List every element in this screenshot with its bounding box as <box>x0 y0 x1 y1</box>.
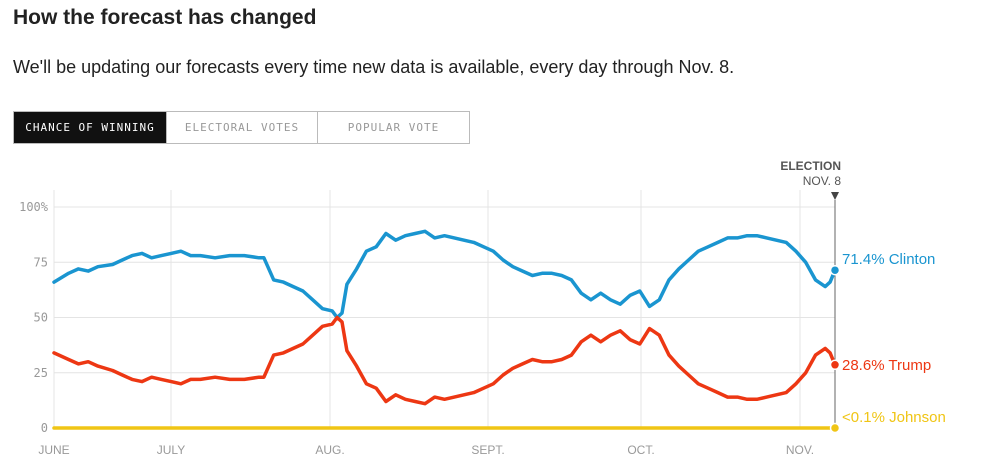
y-tick-label: 25 <box>34 366 48 380</box>
x-tick-label: JUNE <box>38 443 69 457</box>
johnson-end-dot <box>829 422 841 434</box>
tab-electoral-votes[interactable]: ELECTORAL VOTES <box>166 112 317 143</box>
election-marker-arrow <box>831 192 839 200</box>
clinton-end-dot <box>829 264 841 276</box>
chart-tabs: CHANCE OF WINNING ELECTORAL VOTES POPULA… <box>13 111 470 144</box>
election-label: ELECTION <box>780 159 841 173</box>
johnson-end-label: <0.1% Johnson <box>842 409 946 426</box>
tab-popular-vote[interactable]: POPULAR VOTE <box>317 112 469 143</box>
page-title: How the forecast has changed <box>13 6 317 29</box>
y-tick-label: 75 <box>34 255 48 269</box>
x-tick-label: SEPT. <box>471 443 504 457</box>
clinton-series-line <box>52 229 837 320</box>
trump-end-label: 28.6% Trump <box>842 357 931 374</box>
page-subtitle: We'll be updating our forecasts every ti… <box>13 57 735 77</box>
election-date-label: NOV. 8 <box>803 174 842 188</box>
tab-chance-of-winning[interactable]: CHANCE OF WINNING <box>14 112 166 143</box>
trump-end-dot <box>829 359 841 371</box>
x-tick-label: OCT. <box>627 443 654 457</box>
y-tick-label: 100% <box>19 200 49 214</box>
y-tick-label: 0 <box>41 421 48 435</box>
x-tick-label: AUG. <box>315 443 344 457</box>
clinton-end-label: 71.4% Clinton <box>842 251 935 268</box>
x-tick-label: JULY <box>157 443 185 457</box>
y-tick-label: 50 <box>34 311 48 325</box>
trump-series-line <box>52 315 837 406</box>
forecast-chart: 100% 75 50 25 0 JUNE JULY AUG. SEPT. OCT. NOV. ELEC… <box>19 159 946 457</box>
x-tick-label: NOV. <box>786 443 814 457</box>
